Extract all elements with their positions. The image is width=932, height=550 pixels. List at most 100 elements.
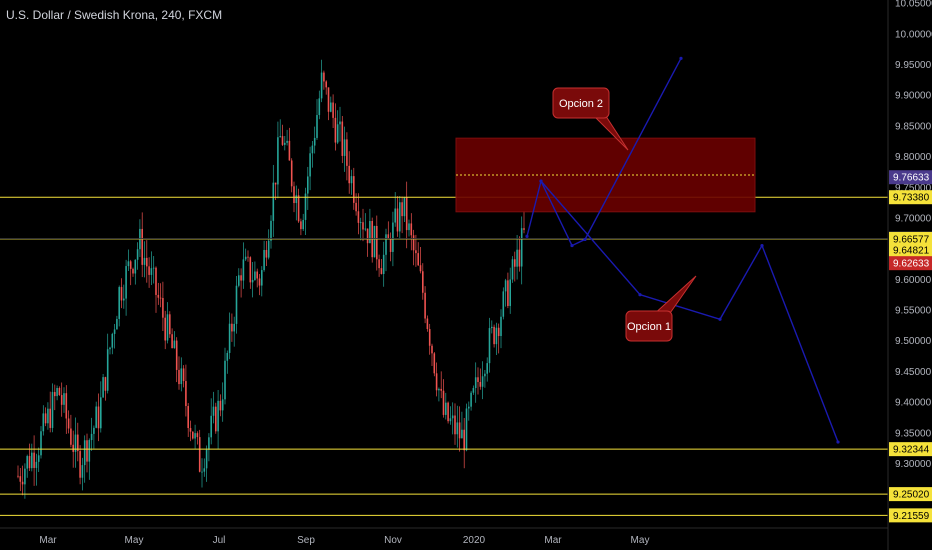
candle-body bbox=[433, 353, 436, 374]
projection-point bbox=[570, 243, 574, 248]
candle-body bbox=[309, 153, 311, 177]
candle-body bbox=[212, 406, 215, 416]
candle-body bbox=[293, 186, 295, 204]
candle-body bbox=[180, 368, 183, 385]
candle-body bbox=[417, 253, 419, 266]
price-badge bbox=[889, 256, 932, 271]
candle-body bbox=[173, 340, 176, 349]
callout-label: Opcion 1 bbox=[627, 321, 671, 333]
time-tick-label: Mar bbox=[544, 535, 562, 546]
candle-body bbox=[346, 139, 348, 166]
candle-body bbox=[47, 408, 49, 424]
candle-body bbox=[90, 433, 93, 441]
candle-body bbox=[364, 228, 367, 230]
candle-body bbox=[86, 440, 88, 462]
projection-option-1[interactable] bbox=[540, 180, 839, 443]
candle-body bbox=[327, 87, 330, 112]
candle-body bbox=[221, 399, 224, 411]
callout-opcion-2[interactable]: Opcion 2 bbox=[552, 87, 629, 151]
candle-body bbox=[458, 422, 461, 439]
candle-body bbox=[394, 208, 396, 223]
candle-body bbox=[353, 176, 355, 203]
candle-body bbox=[261, 270, 263, 286]
candle-body bbox=[412, 235, 415, 251]
candle-body bbox=[162, 298, 164, 318]
candle-body bbox=[226, 352, 229, 361]
candle-body bbox=[442, 390, 445, 415]
candle-body bbox=[208, 437, 210, 450]
candle-body bbox=[19, 476, 22, 482]
projection-paths bbox=[525, 56, 840, 444]
candle-body bbox=[431, 345, 433, 354]
candle-body bbox=[51, 392, 54, 428]
candle-body bbox=[302, 219, 304, 230]
candle-body bbox=[77, 434, 79, 452]
candle-body bbox=[479, 381, 482, 387]
candle-body bbox=[235, 285, 238, 324]
candle-body bbox=[396, 208, 399, 232]
price-badge-label: 9.21559 bbox=[893, 511, 930, 522]
candle-body bbox=[486, 363, 488, 374]
candle-body bbox=[169, 314, 171, 335]
candle-body bbox=[217, 400, 219, 432]
time-tick-label: May bbox=[125, 535, 144, 546]
price-tick-label: 9.40000 bbox=[895, 398, 932, 409]
candle-body bbox=[201, 471, 203, 473]
price-badge bbox=[889, 442, 932, 457]
projection-point bbox=[679, 56, 683, 60]
candle-body bbox=[83, 440, 86, 466]
candle-body bbox=[290, 160, 293, 187]
candle-body bbox=[307, 176, 309, 194]
candle-body bbox=[254, 271, 256, 280]
candle-body bbox=[256, 271, 258, 279]
price-badge-label: 9.62633 bbox=[893, 259, 930, 270]
candle-body bbox=[373, 225, 376, 258]
candle-body bbox=[495, 327, 498, 345]
candle-body bbox=[424, 292, 426, 319]
candle-body bbox=[339, 121, 341, 125]
candle-body bbox=[507, 280, 509, 306]
candle-body bbox=[166, 314, 169, 341]
candle-body bbox=[468, 406, 470, 409]
price-tick-label: 9.80000 bbox=[895, 152, 932, 163]
candle-body bbox=[279, 136, 281, 138]
candle-body bbox=[516, 249, 518, 267]
candle-body bbox=[405, 196, 408, 231]
candle-body bbox=[244, 256, 247, 260]
candle-body bbox=[175, 340, 178, 370]
callout-box bbox=[552, 87, 610, 119]
candle-body bbox=[72, 444, 74, 452]
candle-body bbox=[488, 328, 491, 364]
price-badge-label: 9.73380 bbox=[893, 193, 930, 204]
callout-opcion-1[interactable]: Opcion 1 bbox=[625, 275, 697, 342]
candle-body bbox=[93, 427, 95, 434]
candle-body bbox=[387, 234, 390, 239]
price-tick-label: 9.45000 bbox=[895, 367, 932, 378]
candle-body bbox=[520, 228, 523, 267]
candle-body bbox=[136, 249, 139, 260]
candle-body bbox=[159, 297, 162, 299]
candle-body bbox=[102, 377, 104, 398]
price-tick-label: 9.50000 bbox=[895, 336, 932, 347]
candle-body bbox=[376, 225, 378, 260]
candle-body bbox=[118, 287, 120, 319]
candle-body bbox=[470, 392, 472, 407]
candle-body bbox=[265, 249, 268, 258]
candle-body bbox=[332, 102, 334, 118]
candle-body bbox=[435, 373, 438, 391]
projection-point bbox=[583, 237, 587, 242]
time-tick-label: Mar bbox=[39, 535, 57, 546]
candle-body bbox=[509, 279, 511, 306]
candle-body bbox=[249, 257, 252, 283]
candle-body bbox=[330, 102, 332, 112]
candle-body bbox=[97, 406, 100, 429]
candle-body bbox=[228, 323, 231, 353]
candle-body bbox=[422, 271, 424, 293]
candle-body bbox=[210, 415, 212, 438]
candle-body bbox=[267, 240, 270, 258]
projection-point bbox=[638, 293, 642, 297]
candle-body bbox=[187, 406, 189, 429]
price-tick-label: 10.05000 bbox=[895, 0, 932, 10]
candle-body bbox=[63, 393, 65, 405]
